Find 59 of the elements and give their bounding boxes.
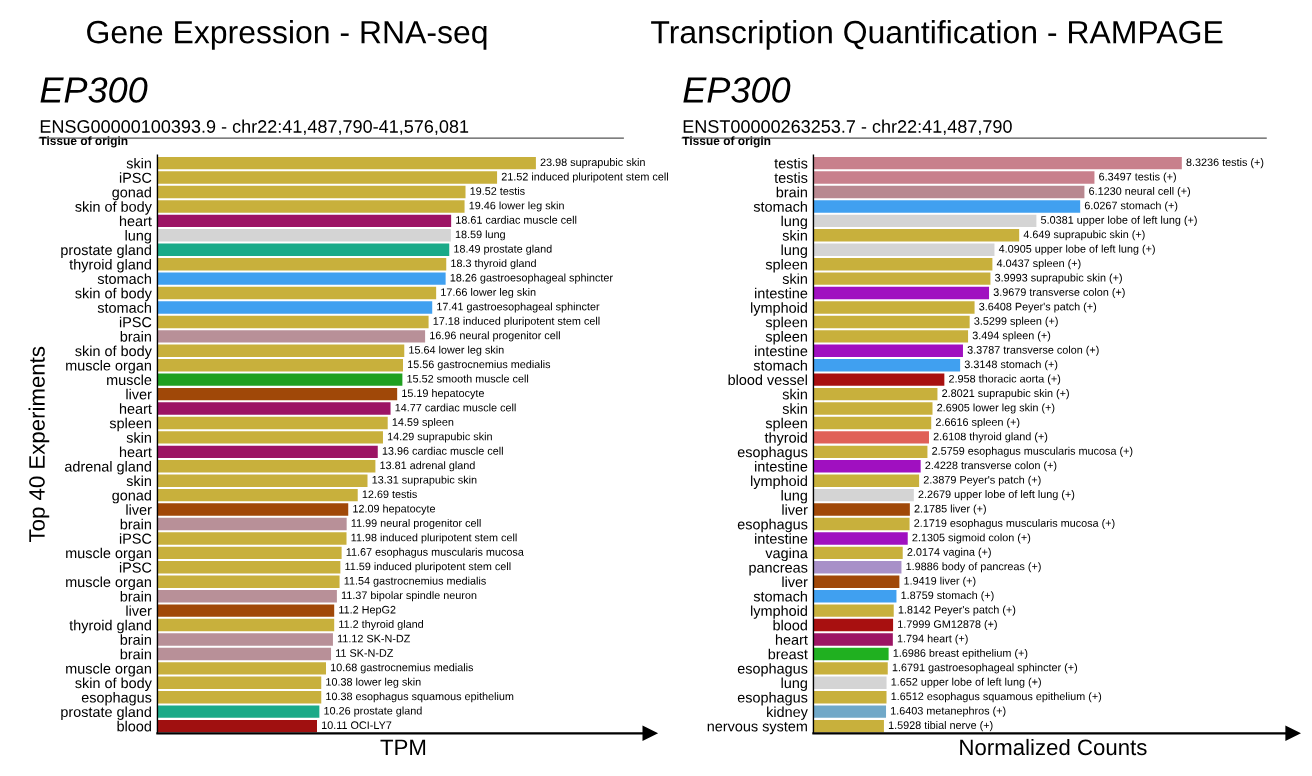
bar — [813, 532, 908, 545]
text: ENSG00000100393.9 - chr22:41,487,790-41,576,081 — [40, 119, 469, 136]
bar — [813, 633, 893, 646]
y-axis-title: Top 40 Experiments — [28, 346, 50, 542]
bar — [157, 373, 403, 386]
x-axis-title: Normalized Counts — [960, 738, 1147, 756]
bar — [813, 474, 920, 487]
bar — [157, 402, 391, 415]
x-axis-title: TPM — [380, 739, 426, 755]
chart-subtitle: EP300 — [40, 77, 148, 103]
chart-subtitle: EP300 — [683, 77, 791, 103]
bar — [813, 445, 928, 459]
bar — [813, 200, 1081, 213]
bar — [813, 503, 910, 516]
bar — [157, 229, 451, 242]
bar — [157, 503, 349, 516]
bar — [157, 257, 447, 271]
chart-title: Transcription Quantification - RAMPAGE — [651, 20, 1223, 50]
bar — [813, 359, 961, 372]
bar — [813, 373, 945, 386]
bar — [157, 618, 335, 632]
chart-title: Gene Expression - RNA-seq — [87, 20, 487, 50]
bar — [813, 604, 894, 617]
bar — [813, 431, 929, 444]
bar — [813, 618, 894, 632]
bar — [813, 344, 963, 357]
bar — [157, 705, 320, 718]
bar — [813, 243, 995, 256]
bar — [157, 330, 426, 343]
bar — [813, 705, 887, 718]
bar — [813, 460, 921, 473]
bar — [813, 546, 903, 560]
bar — [813, 488, 914, 502]
bar — [157, 301, 433, 314]
bar — [813, 214, 1037, 228]
bar — [157, 589, 337, 603]
bar — [813, 561, 902, 574]
bar — [157, 214, 452, 228]
bar — [813, 589, 897, 603]
bar — [813, 185, 1085, 199]
bar — [813, 575, 900, 588]
bar — [813, 517, 910, 531]
bar — [813, 676, 887, 689]
bar — [157, 272, 446, 285]
bar — [157, 387, 398, 401]
bar — [157, 286, 437, 300]
bar — [813, 691, 887, 704]
bar — [813, 229, 1020, 242]
bar — [813, 662, 888, 675]
text: ENST00000263253.7 - chr22:41,487,790 — [683, 119, 1012, 136]
bar — [157, 445, 378, 459]
bar — [157, 604, 335, 617]
bar — [157, 315, 429, 329]
bar — [157, 517, 347, 531]
bar — [813, 719, 884, 733]
bar — [157, 719, 317, 733]
bar — [157, 243, 450, 256]
bar — [813, 286, 990, 300]
bar — [813, 647, 889, 661]
